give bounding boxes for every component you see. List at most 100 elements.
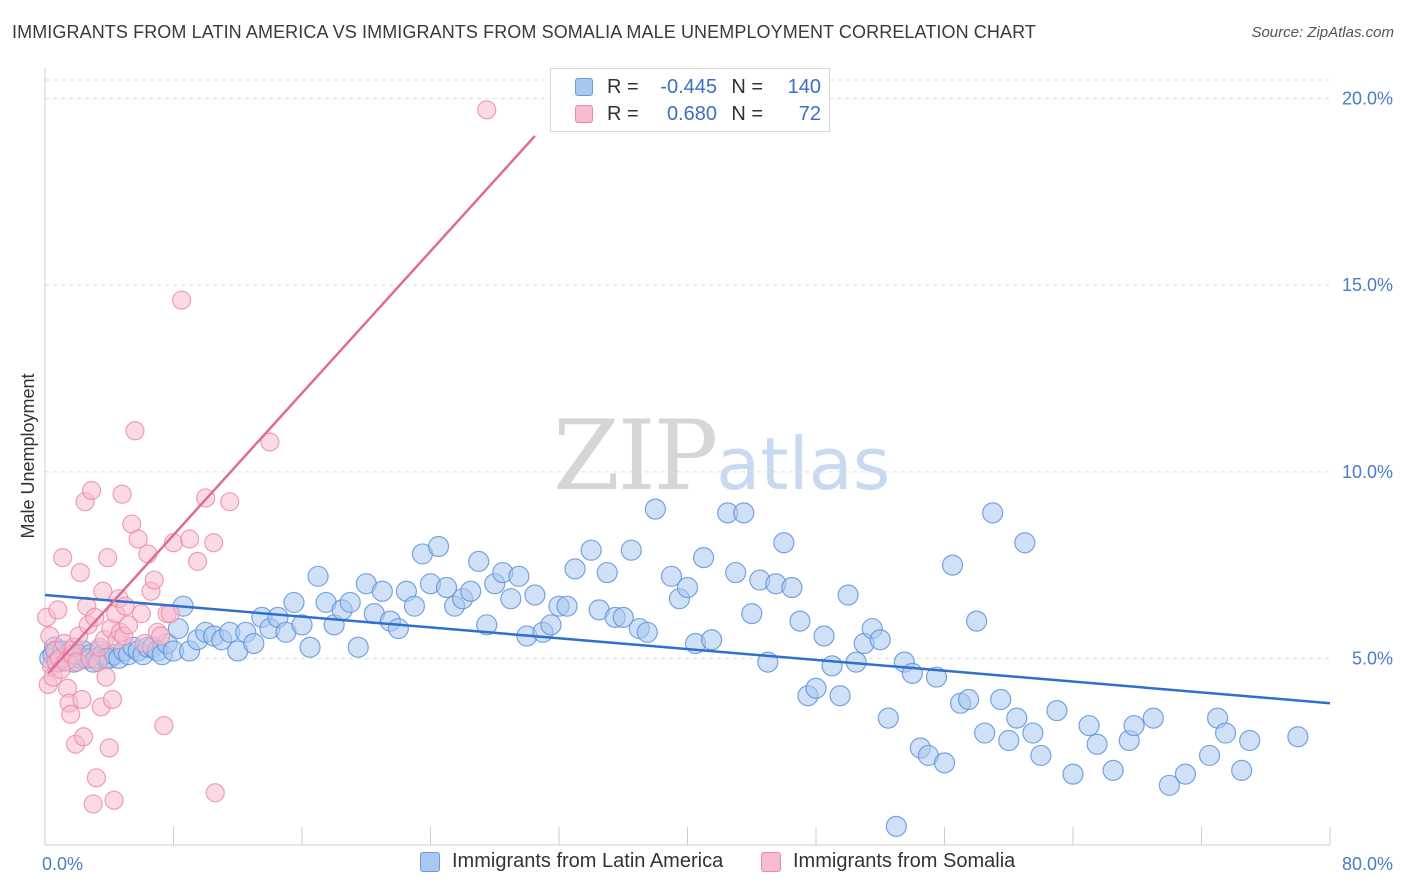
latin-america-point <box>1239 729 1261 752</box>
legend-n-label: N = <box>731 102 763 125</box>
latin-america-point <box>508 565 530 587</box>
latin-america-point <box>1123 714 1145 737</box>
latin-america-point <box>580 539 602 561</box>
somalia-point <box>154 715 174 736</box>
somalia-point <box>112 484 132 504</box>
latin-america-point <box>1214 722 1237 744</box>
latin-america-point <box>725 561 747 584</box>
latin-america-point <box>500 588 522 610</box>
somalia-point <box>73 727 94 747</box>
latin-america-point <box>1198 744 1221 767</box>
somalia-point <box>118 615 139 635</box>
trend-line-somalia <box>47 135 536 675</box>
latin-america-point <box>427 535 450 558</box>
somalia-point <box>125 421 145 441</box>
somalia-point <box>204 533 224 553</box>
chart-title: IMMIGRANTS FROM LATIN AMERICA VS IMMIGRA… <box>12 22 1036 42</box>
legend-r-label: R = <box>607 102 639 125</box>
legend-swatch-somalia <box>575 105 593 123</box>
latin-america-point <box>1174 763 1197 785</box>
y-tick-label: 15.0% <box>1342 275 1393 295</box>
latin-america-point <box>468 550 490 572</box>
latin-america-point <box>974 722 996 744</box>
latin-america-point <box>435 576 458 599</box>
series-legend-somalia: Immigrants from Somalia <box>761 850 1015 873</box>
source-label: Source: ZipAtlas.com <box>1251 24 1394 41</box>
somalia-point <box>81 480 102 501</box>
latin-america-point <box>339 591 361 614</box>
latin-america-point <box>733 502 755 524</box>
somalia-point <box>187 551 208 571</box>
latin-america-point <box>460 580 482 602</box>
legend-r-label: R = <box>607 75 639 98</box>
somalia-point <box>98 548 118 568</box>
latin-america-point <box>805 677 827 699</box>
latin-america-point <box>556 595 578 617</box>
series-legend-latin-america: Immigrants from Latin America <box>420 850 723 873</box>
latin-america-point <box>243 632 265 655</box>
series-swatch-somalia <box>761 851 781 872</box>
somalia-point <box>131 604 151 624</box>
trend-lines <box>44 135 1331 705</box>
y-axis-label: Male Unemployment <box>18 373 38 538</box>
axes <box>44 68 1331 846</box>
latin-america-point <box>1102 759 1124 781</box>
latin-america-point <box>1046 700 1068 722</box>
grid-lines <box>45 79 1330 659</box>
somalia-point <box>48 600 68 620</box>
legend-n-value: 140 <box>787 75 821 98</box>
latin-america-point <box>612 606 634 628</box>
x-tick-label-min: 0.0% <box>42 854 83 874</box>
latin-america-point <box>877 707 899 729</box>
latin-america-point <box>1078 714 1100 737</box>
somalia-point <box>205 783 225 803</box>
latin-america-point <box>1142 707 1164 729</box>
latin-america-point <box>387 617 409 640</box>
somalia-point <box>104 790 124 810</box>
somalia-point <box>138 544 158 564</box>
latin-america-point <box>1030 744 1052 767</box>
somalia-point <box>144 570 164 590</box>
latin-america-point <box>596 561 618 584</box>
latin-america-point <box>660 565 683 587</box>
latin-america-point <box>1231 759 1253 781</box>
somalia-point <box>260 432 280 452</box>
latin-america-point <box>347 636 369 658</box>
somalia-point <box>160 604 180 624</box>
legend-row-latin-america: R = -0.445 N = 140 <box>575 73 821 101</box>
legend-r-value: 0.680 <box>666 102 717 125</box>
latin-america-point <box>1014 532 1036 554</box>
latin-america-point <box>957 688 980 711</box>
latin-america-point <box>636 621 658 643</box>
series-swatch-latin-america <box>420 851 440 872</box>
legend-n-value: 72 <box>798 102 821 125</box>
somalia-point <box>70 562 90 583</box>
legend-row-somalia: R = 0.680 N = 72 <box>575 100 821 128</box>
latin-america-point <box>1022 722 1044 744</box>
somalia-point <box>128 529 148 549</box>
latin-america-point <box>813 625 835 647</box>
legend-swatch-latin-america <box>575 78 593 96</box>
y-tick-label: 20.0% <box>1342 89 1393 109</box>
latin-america-point <box>837 584 859 606</box>
latin-america-point <box>291 614 313 636</box>
latin-america-point <box>620 539 642 561</box>
latin-america-point <box>476 614 498 636</box>
latin-america-point <box>941 554 964 576</box>
watermark-zip: ZIP <box>553 400 718 512</box>
somalia-point <box>220 492 240 512</box>
latin-america-point <box>692 547 715 569</box>
somalia-point <box>151 626 171 646</box>
trend-line-latin-america <box>44 593 1331 705</box>
y-tick-label: 5.0% <box>1352 648 1393 668</box>
latin-america-point <box>741 603 763 625</box>
series-legend: Immigrants from Latin America Immigrants… <box>0 850 1406 878</box>
tick-labels: 5.0% 10.0% 15.0% 20.0% 0.0% 80.0% Male Unemplo… <box>18 89 1393 874</box>
latin-america-point <box>885 815 907 837</box>
legend-n-label: N = <box>731 75 763 98</box>
watermark: ZIPatlas <box>553 400 890 512</box>
somalia-point <box>61 704 81 724</box>
latin-america-points <box>39 498 1309 837</box>
latin-america-point <box>925 666 948 688</box>
